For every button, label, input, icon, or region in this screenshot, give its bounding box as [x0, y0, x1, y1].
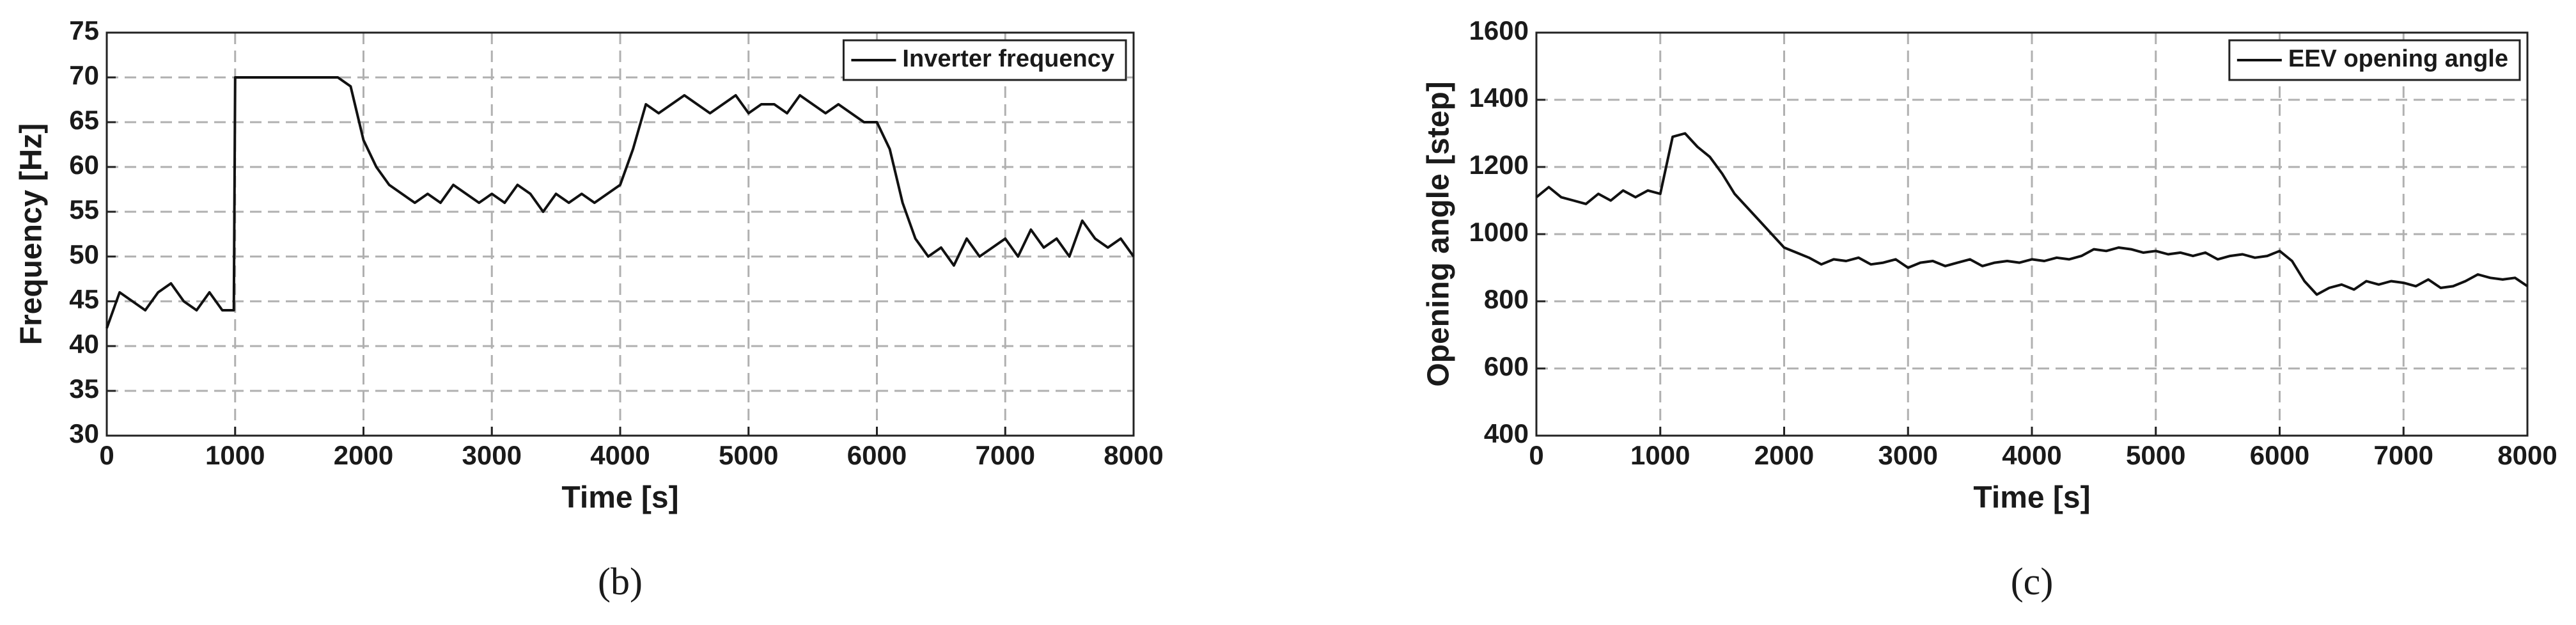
x-tick-label: 1000: [205, 440, 265, 470]
x-tick-label: 7000: [2374, 440, 2433, 470]
x-tick-label: 2000: [334, 440, 393, 470]
x-tick-label: 4000: [590, 440, 650, 470]
y-tick-label: 55: [69, 194, 99, 225]
y-tick-label: 1600: [1469, 15, 1529, 45]
y-tick-label: 400: [1484, 418, 1529, 448]
y-tick-label: 65: [69, 105, 99, 135]
x-axis-label: Time [s]: [561, 481, 678, 515]
plot-frame: [105, 31, 1135, 437]
legend-label: EEV opening angle: [2288, 45, 2508, 72]
x-axis-label: Time [s]: [1973, 481, 2090, 515]
x-tick-label: 3000: [462, 440, 522, 470]
x-tick-label: 5000: [2126, 440, 2185, 470]
data-line: [105, 76, 1135, 329]
y-tick-label: 1200: [1469, 150, 1529, 180]
x-tick-label: 3000: [1878, 440, 1938, 470]
y-tick-label: 35: [69, 374, 99, 404]
y-tick-label: 1400: [1469, 83, 1529, 113]
y-tick-label: 45: [69, 284, 99, 314]
y-axis-label: Frequency [Hz]: [15, 123, 49, 345]
x-tick-label: 6000: [2250, 440, 2309, 470]
x-tick-label: 6000: [847, 440, 907, 470]
legend: Inverter frequency: [842, 39, 1127, 81]
y-tick-label: 1000: [1469, 217, 1529, 247]
chart: 30 35 40 45 50 55 60 65 70 75 0 1000 2000 3000 4000 500…: [15, 15, 1164, 603]
y-tick-label: 800: [1484, 284, 1529, 314]
y-tick-label: 70: [69, 60, 99, 90]
panel-caption: (c): [2011, 560, 2054, 603]
y-tick-label: 30: [69, 418, 99, 448]
chart: 400 600 800 1000 1200 1400 1600 0 1000 2000 3000 40…: [1422, 15, 2557, 603]
y-tick-label: 60: [69, 150, 99, 180]
x-tick-label: 5000: [719, 440, 778, 470]
x-tick-label: 8000: [2497, 440, 2557, 470]
legend-label: Inverter frequency: [902, 45, 1114, 72]
x-tick-label: 0: [99, 440, 114, 470]
panel-caption: (b): [598, 560, 643, 603]
data-line: [1535, 132, 2529, 296]
x-tick-label: 7000: [976, 440, 1035, 470]
x-tick-label: 1000: [1630, 440, 1690, 470]
y-axis-label: Opening angle [step]: [1422, 81, 1456, 386]
y-tick-label: 600: [1484, 351, 1529, 381]
legend: EEV opening angle: [2228, 39, 2521, 81]
y-tick-label: 50: [69, 239, 99, 269]
y-tick-label: 75: [69, 15, 99, 45]
plot-frame: [1535, 31, 2529, 437]
y-tick-label: 40: [69, 329, 99, 359]
x-tick-label: 2000: [1754, 440, 1814, 470]
x-tick-label: 8000: [1104, 440, 1163, 470]
x-tick-label: 0: [1529, 440, 1543, 470]
x-tick-label: 4000: [2002, 440, 2061, 470]
